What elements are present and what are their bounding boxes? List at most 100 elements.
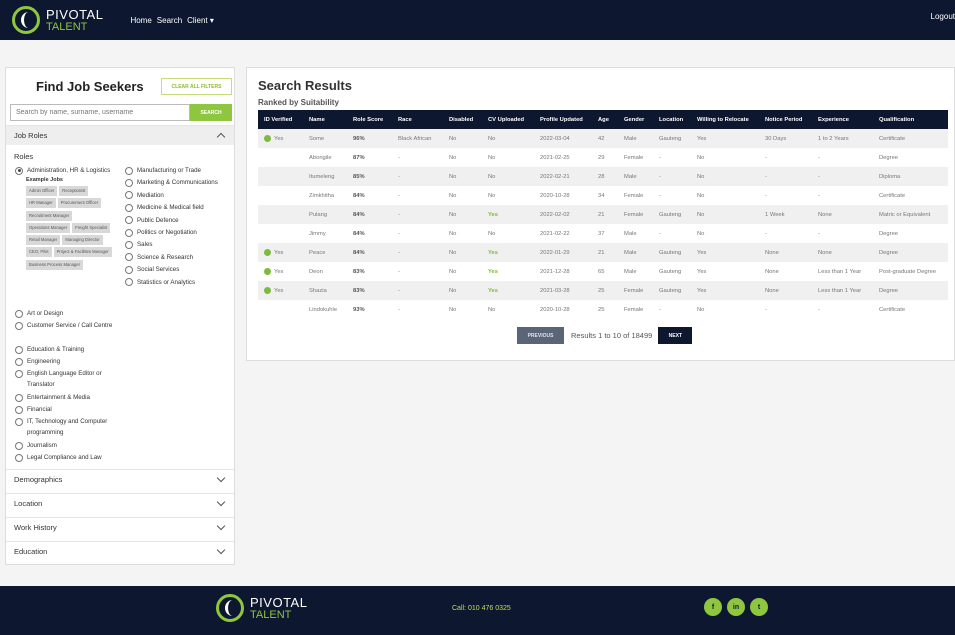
role-option-label: Legal Compliance and Law bbox=[27, 454, 102, 461]
brand-logo[interactable]: PIVOTAL TALENT bbox=[12, 6, 103, 34]
column-header[interactable]: Gender bbox=[618, 110, 653, 129]
radio-icon[interactable] bbox=[125, 216, 133, 225]
facebook-icon[interactable]: f bbox=[704, 598, 722, 616]
role-option[interactable]: Manufacturing or Trade bbox=[125, 165, 230, 176]
column-header[interactable]: Qualification bbox=[873, 110, 948, 129]
table-row[interactable]: Lindokuhle 93% - No No 2020-10-28 25 Female - No -… bbox=[258, 300, 948, 319]
section-education-header[interactable]: Education bbox=[6, 541, 234, 561]
footer-phone[interactable]: Call: 010 476 0325 bbox=[452, 605, 511, 612]
radio-icon[interactable] bbox=[15, 417, 23, 426]
column-header[interactable]: Age bbox=[592, 110, 618, 129]
radio-icon[interactable] bbox=[15, 453, 23, 462]
column-header[interactable]: ID Verified bbox=[258, 110, 303, 129]
role-option[interactable]: English Language Editor or Translator bbox=[15, 368, 115, 390]
table-row[interactable]: Yes Some 96% Black African No No 2022-03-04 42 M… bbox=[258, 129, 948, 148]
role-option[interactable]: Education & Training bbox=[15, 344, 115, 355]
chevron-down-icon bbox=[216, 521, 226, 531]
previous-button[interactable]: PREVIOUS bbox=[517, 327, 564, 344]
radio-icon[interactable] bbox=[125, 228, 133, 237]
linkedin-icon[interactable]: in bbox=[727, 598, 745, 616]
radio-icon[interactable] bbox=[125, 178, 133, 187]
role-option-label: Public Defence bbox=[137, 216, 179, 224]
role-option[interactable]: Sales bbox=[125, 239, 230, 250]
radio-icon[interactable] bbox=[15, 309, 23, 318]
role-option-label: IT, Technology and Computer programming bbox=[27, 418, 108, 436]
radio-icon[interactable] bbox=[15, 321, 23, 330]
column-header[interactable]: Disabled bbox=[443, 110, 482, 129]
role-option[interactable]: Mediation bbox=[125, 190, 230, 201]
nav-search[interactable]: Search bbox=[156, 15, 183, 25]
role-option[interactable]: Public Defence bbox=[125, 215, 230, 226]
radio-icon[interactable] bbox=[125, 253, 133, 262]
column-header[interactable]: CV Uploaded bbox=[482, 110, 534, 129]
next-button[interactable]: NEXT bbox=[658, 327, 693, 344]
table-row[interactable]: Yes Deon 83% - No Yes 2021-12-28 65 Male Gauteng Y… bbox=[258, 262, 948, 281]
table-row[interactable]: Zimkhitha 84% - No No 2020-10-28 34 Female - No - -… bbox=[258, 186, 948, 205]
column-header[interactable]: Race bbox=[392, 110, 443, 129]
table-row[interactable]: Itumeleng 85% - No No 2022-02-21 28 Male - No - - Di… bbox=[258, 167, 948, 186]
radio-icon[interactable] bbox=[125, 240, 133, 249]
section-location-header[interactable]: Location bbox=[6, 493, 234, 513]
job-roles-section-header[interactable]: Job Roles bbox=[6, 125, 234, 145]
twitter-icon[interactable]: t bbox=[750, 598, 768, 616]
role-option[interactable]: Science & Research bbox=[125, 252, 230, 263]
column-header[interactable]: Location bbox=[653, 110, 691, 129]
column-header[interactable]: Name bbox=[303, 110, 347, 129]
radio-icon[interactable] bbox=[15, 405, 23, 414]
role-option[interactable]: Medicine & Medical field bbox=[125, 202, 230, 213]
column-header[interactable]: Profile Updated bbox=[534, 110, 592, 129]
table-row[interactable]: Yes Shazia 83% - No Yes 2021-03-28 25 Female Gaut… bbox=[258, 281, 948, 300]
role-option[interactable]: Engineering bbox=[15, 356, 115, 367]
role-option[interactable]: Marketing & Communications bbox=[125, 177, 230, 188]
role-option[interactable]: IT, Technology and Computer programming bbox=[15, 416, 115, 438]
role-option[interactable]: Journalism bbox=[15, 440, 115, 451]
radio-icon[interactable] bbox=[15, 357, 23, 366]
table-cell: Less than 1 Year bbox=[812, 281, 873, 300]
role-option[interactable]: Art or Design bbox=[15, 308, 115, 319]
table-row[interactable]: Pulang 84% - No Yes 2022-02-02 21 Female Gauteng… bbox=[258, 205, 948, 224]
radio-icon[interactable] bbox=[15, 345, 23, 354]
radio-icon[interactable] bbox=[15, 393, 23, 402]
table-cell: - bbox=[392, 281, 443, 300]
role-option[interactable]: Financial bbox=[15, 404, 115, 415]
table-row[interactable]: Abongile 87% - No No 2021-02-25 29 Female - No - - D… bbox=[258, 148, 948, 167]
radio-icon[interactable] bbox=[125, 203, 133, 212]
role-option[interactable]: Entertainment & Media bbox=[15, 392, 115, 403]
column-header[interactable]: Experience bbox=[812, 110, 873, 129]
role-option-label: Statistics or Analytics bbox=[137, 278, 196, 286]
table-cell: - bbox=[398, 268, 400, 275]
footer-logo[interactable]: PIVOTAL TALENT bbox=[216, 594, 307, 622]
role-option[interactable]: Legal Compliance and Law bbox=[15, 452, 115, 463]
radio-icon[interactable] bbox=[125, 265, 133, 274]
radio-icon[interactable] bbox=[15, 166, 23, 175]
example-job-chip: Procurement Officer bbox=[57, 198, 102, 209]
logout-link[interactable]: Logout bbox=[930, 12, 955, 21]
role-option[interactable]: Statistics or Analytics bbox=[125, 277, 230, 288]
table-cell: Lindokuhle bbox=[309, 306, 338, 313]
radio-icon[interactable] bbox=[125, 166, 133, 175]
nav-client-dropdown[interactable]: Client ▾ bbox=[187, 15, 214, 25]
column-header[interactable]: Role Score bbox=[347, 110, 392, 129]
section-demographics-header[interactable]: Demographics bbox=[6, 469, 234, 489]
section-label: Work History bbox=[14, 523, 57, 532]
nav-home[interactable]: Home bbox=[130, 15, 152, 25]
table-cell: - bbox=[812, 167, 873, 186]
radio-icon[interactable] bbox=[125, 278, 133, 287]
role-option[interactable]: Administration, HR & Logistics bbox=[15, 165, 115, 176]
verified-dot-icon bbox=[264, 267, 271, 275]
role-option[interactable]: Social Services bbox=[125, 264, 230, 275]
search-input[interactable] bbox=[10, 104, 190, 121]
column-header[interactable]: Willing to Relocate bbox=[691, 110, 759, 129]
table-row[interactable]: Yes Peace 84% - No Yes 2022-01-29 21 Male Gauteng… bbox=[258, 243, 948, 262]
section-work-history-header[interactable]: Work History bbox=[6, 517, 234, 537]
role-option[interactable]: Politics or Negotiation bbox=[125, 227, 230, 238]
clear-all-filters-button[interactable]: CLEAR ALL FILTERS bbox=[161, 78, 232, 95]
table-cell: Zimkhitha bbox=[309, 192, 335, 199]
radio-icon[interactable] bbox=[15, 441, 23, 450]
radio-icon[interactable] bbox=[15, 369, 23, 378]
column-header[interactable]: Notice Period bbox=[759, 110, 812, 129]
search-button[interactable]: SEARCH bbox=[190, 104, 232, 121]
radio-icon[interactable] bbox=[125, 191, 133, 200]
role-option[interactable]: Customer Service / Call Centre bbox=[15, 320, 115, 331]
table-row[interactable]: Jimmy 84% - No No 2021-02-22 37 Male - No - - Degree bbox=[258, 224, 948, 243]
